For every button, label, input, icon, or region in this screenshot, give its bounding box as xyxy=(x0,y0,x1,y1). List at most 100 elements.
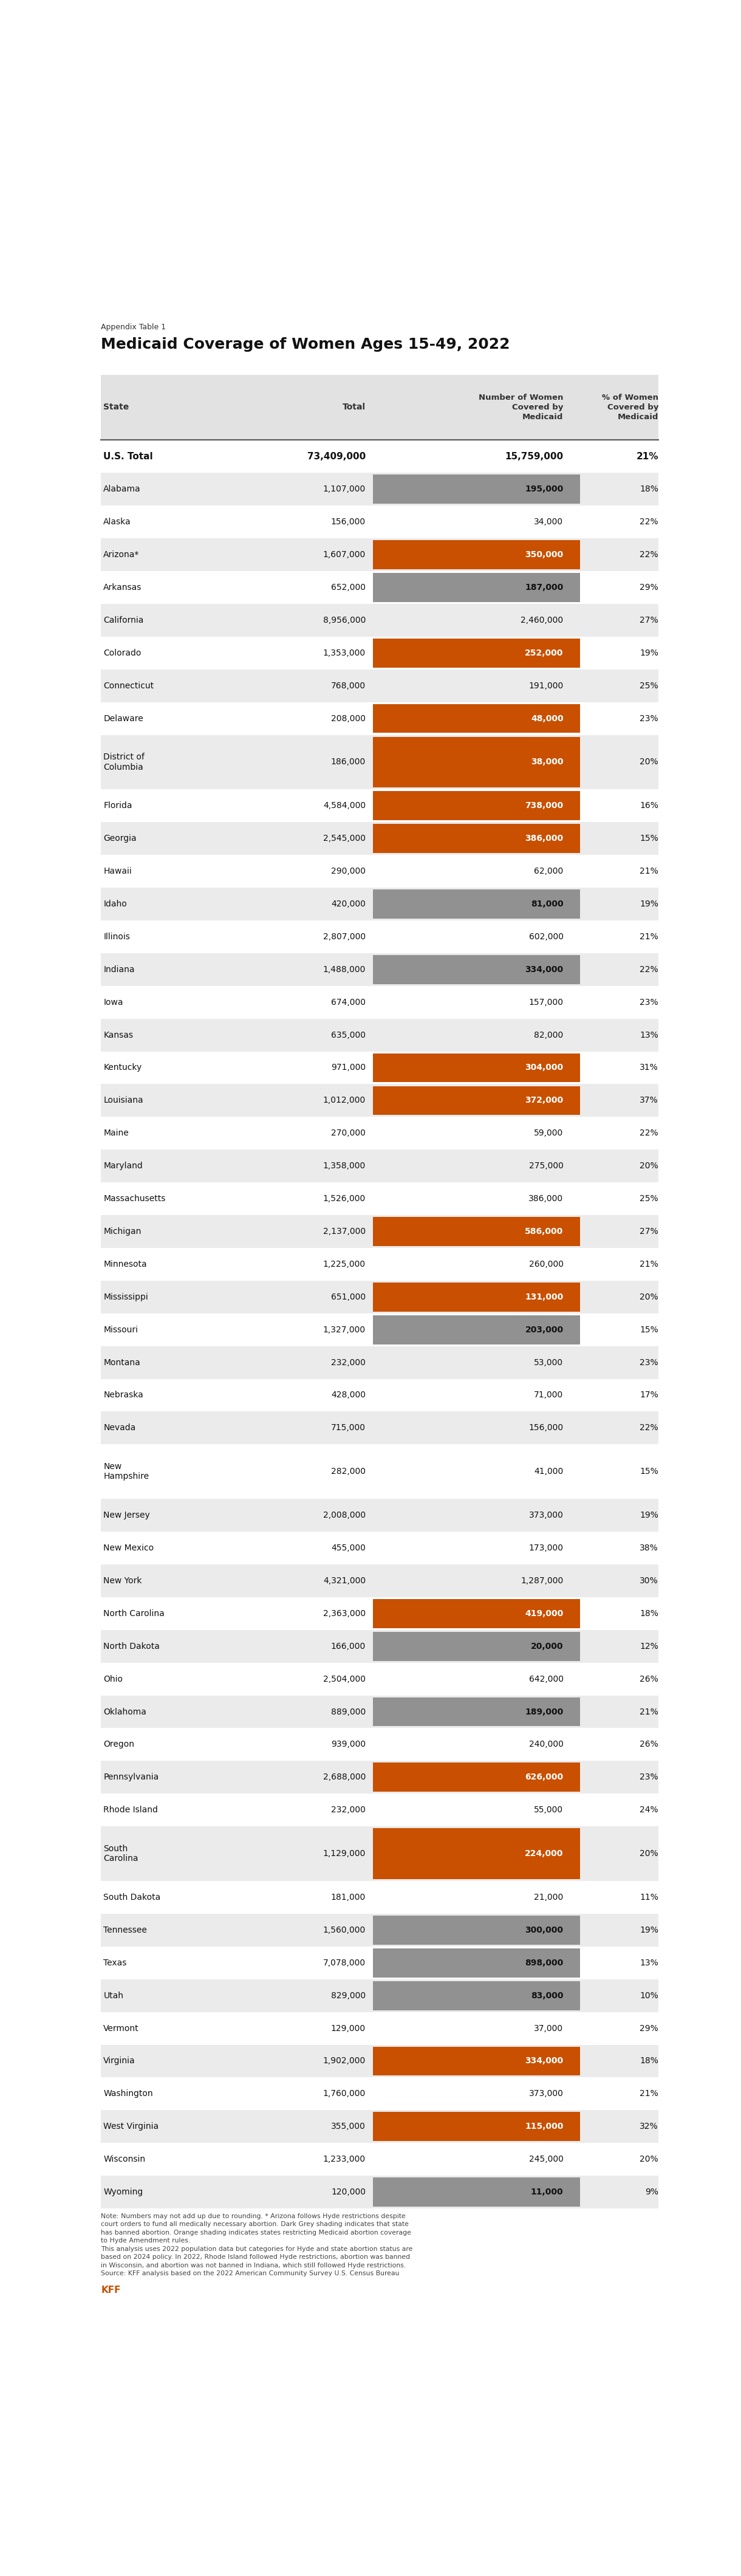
Text: 898,000: 898,000 xyxy=(525,1958,563,1968)
Text: South
Carolina: South Carolina xyxy=(104,1844,139,1862)
Bar xyxy=(101,1412,659,1445)
Text: 373,000: 373,000 xyxy=(529,1512,563,1520)
Text: 1,488,000: 1,488,000 xyxy=(323,966,365,974)
Text: 157,000: 157,000 xyxy=(529,997,563,1007)
Text: Kentucky: Kentucky xyxy=(104,1064,142,1072)
Text: 24%: 24% xyxy=(639,1806,659,1814)
Text: 642,000: 642,000 xyxy=(529,1674,563,1682)
Text: 971,000: 971,000 xyxy=(331,1064,365,1072)
Text: North Dakota: North Dakota xyxy=(104,1641,160,1651)
Bar xyxy=(101,2143,659,2177)
Bar xyxy=(101,1728,659,1762)
Bar xyxy=(373,1981,579,2009)
Text: 27%: 27% xyxy=(639,616,659,623)
Text: 23%: 23% xyxy=(639,997,659,1007)
Text: Louisiana: Louisiana xyxy=(104,1097,143,1105)
Bar xyxy=(101,1118,659,1149)
Text: 21,000: 21,000 xyxy=(534,1893,563,1901)
Bar xyxy=(101,1182,659,1216)
Text: 20,000: 20,000 xyxy=(531,1641,563,1651)
Bar xyxy=(101,1914,659,1947)
Bar xyxy=(101,1378,659,1412)
Text: 1,607,000: 1,607,000 xyxy=(323,551,365,559)
Bar xyxy=(101,1597,659,1631)
Text: Note: Numbers may not add up due to rounding. * Arizona follows Hyde restriction: Note: Numbers may not add up due to roun… xyxy=(101,2213,406,2218)
Text: 21%: 21% xyxy=(639,933,659,940)
Bar xyxy=(101,440,659,474)
Bar xyxy=(373,1316,579,1345)
Bar xyxy=(373,572,579,603)
Bar xyxy=(373,1087,579,1115)
Text: Oregon: Oregon xyxy=(104,1741,134,1749)
Bar xyxy=(101,2076,659,2110)
Bar xyxy=(101,1533,659,1564)
Text: 15,759,000: 15,759,000 xyxy=(505,451,563,461)
Text: This analysis uses 2022 population data but categories for Hyde and state aborti: This analysis uses 2022 population data … xyxy=(101,2246,413,2251)
Text: 20%: 20% xyxy=(639,1293,659,1301)
Text: 27%: 27% xyxy=(639,1226,659,1236)
Bar xyxy=(101,374,659,440)
Text: 115,000: 115,000 xyxy=(525,2123,563,2130)
Text: 635,000: 635,000 xyxy=(331,1030,365,1038)
Text: New Jersey: New Jersey xyxy=(104,1512,150,1520)
Text: 1,560,000: 1,560,000 xyxy=(323,1927,365,1935)
Text: 275,000: 275,000 xyxy=(529,1162,563,1170)
Text: 1,902,000: 1,902,000 xyxy=(323,2056,365,2066)
Text: 1,358,000: 1,358,000 xyxy=(323,1162,365,1170)
Bar xyxy=(101,987,659,1018)
Bar xyxy=(101,1978,659,2012)
Text: 19%: 19% xyxy=(639,1927,659,1935)
Bar xyxy=(101,734,659,788)
Text: Minnesota: Minnesota xyxy=(104,1260,147,1267)
Text: Maryland: Maryland xyxy=(104,1162,143,1170)
Text: Connecticut: Connecticut xyxy=(104,683,154,690)
Bar xyxy=(101,2012,659,2045)
Text: 11%: 11% xyxy=(639,1893,659,1901)
Text: 386,000: 386,000 xyxy=(528,1195,563,1203)
Text: 13%: 13% xyxy=(639,1958,659,1968)
Bar xyxy=(101,1762,659,1793)
Text: 22%: 22% xyxy=(639,966,659,974)
Text: 208,000: 208,000 xyxy=(331,714,365,724)
Bar xyxy=(373,824,579,853)
Text: Indiana: Indiana xyxy=(104,966,135,974)
Bar xyxy=(101,1564,659,1597)
Text: based on 2024 policy. In 2022, Rhode Island followed Hyde restrictions, abortion: based on 2024 policy. In 2022, Rhode Isl… xyxy=(101,2254,411,2259)
Text: 156,000: 156,000 xyxy=(528,1425,563,1432)
Text: Utah: Utah xyxy=(104,1991,124,1999)
Text: Montana: Montana xyxy=(104,1358,140,1368)
Text: State: State xyxy=(104,402,129,412)
Bar xyxy=(101,703,659,734)
Bar xyxy=(101,1084,659,1118)
Text: Delaware: Delaware xyxy=(104,714,144,724)
Text: 428,000: 428,000 xyxy=(331,1391,365,1399)
Text: 290,000: 290,000 xyxy=(331,868,365,876)
Text: 19%: 19% xyxy=(639,649,659,657)
Text: 282,000: 282,000 xyxy=(331,1468,365,1476)
Text: 252,000: 252,000 xyxy=(525,649,563,657)
Bar xyxy=(101,505,659,538)
Text: 21%: 21% xyxy=(639,1708,659,1716)
Text: Ohio: Ohio xyxy=(104,1674,123,1682)
Text: 26%: 26% xyxy=(639,1674,659,1682)
Text: 166,000: 166,000 xyxy=(331,1641,365,1651)
Text: 38%: 38% xyxy=(639,1543,659,1553)
Text: 22%: 22% xyxy=(639,518,659,526)
Text: Georgia: Georgia xyxy=(104,835,136,842)
Text: 131,000: 131,000 xyxy=(525,1293,563,1301)
Text: 738,000: 738,000 xyxy=(525,801,563,809)
Text: has banned abortion. Orange shading indicates states restricting Medicaid aborti: has banned abortion. Orange shading indi… xyxy=(101,2228,411,2236)
Text: Pennsylvania: Pennsylvania xyxy=(104,1772,159,1783)
Text: Michigan: Michigan xyxy=(104,1226,142,1236)
Text: 203,000: 203,000 xyxy=(525,1327,563,1334)
Text: Oklahoma: Oklahoma xyxy=(104,1708,147,1716)
Text: 1,012,000: 1,012,000 xyxy=(323,1097,365,1105)
Text: 156,000: 156,000 xyxy=(331,518,365,526)
Text: 25%: 25% xyxy=(639,683,659,690)
Text: 15%: 15% xyxy=(639,835,659,842)
Text: 1,760,000: 1,760,000 xyxy=(323,2089,365,2097)
Text: 37,000: 37,000 xyxy=(534,2025,563,2032)
Text: North Carolina: North Carolina xyxy=(104,1610,165,1618)
Bar xyxy=(101,1149,659,1182)
Text: 334,000: 334,000 xyxy=(525,966,563,974)
